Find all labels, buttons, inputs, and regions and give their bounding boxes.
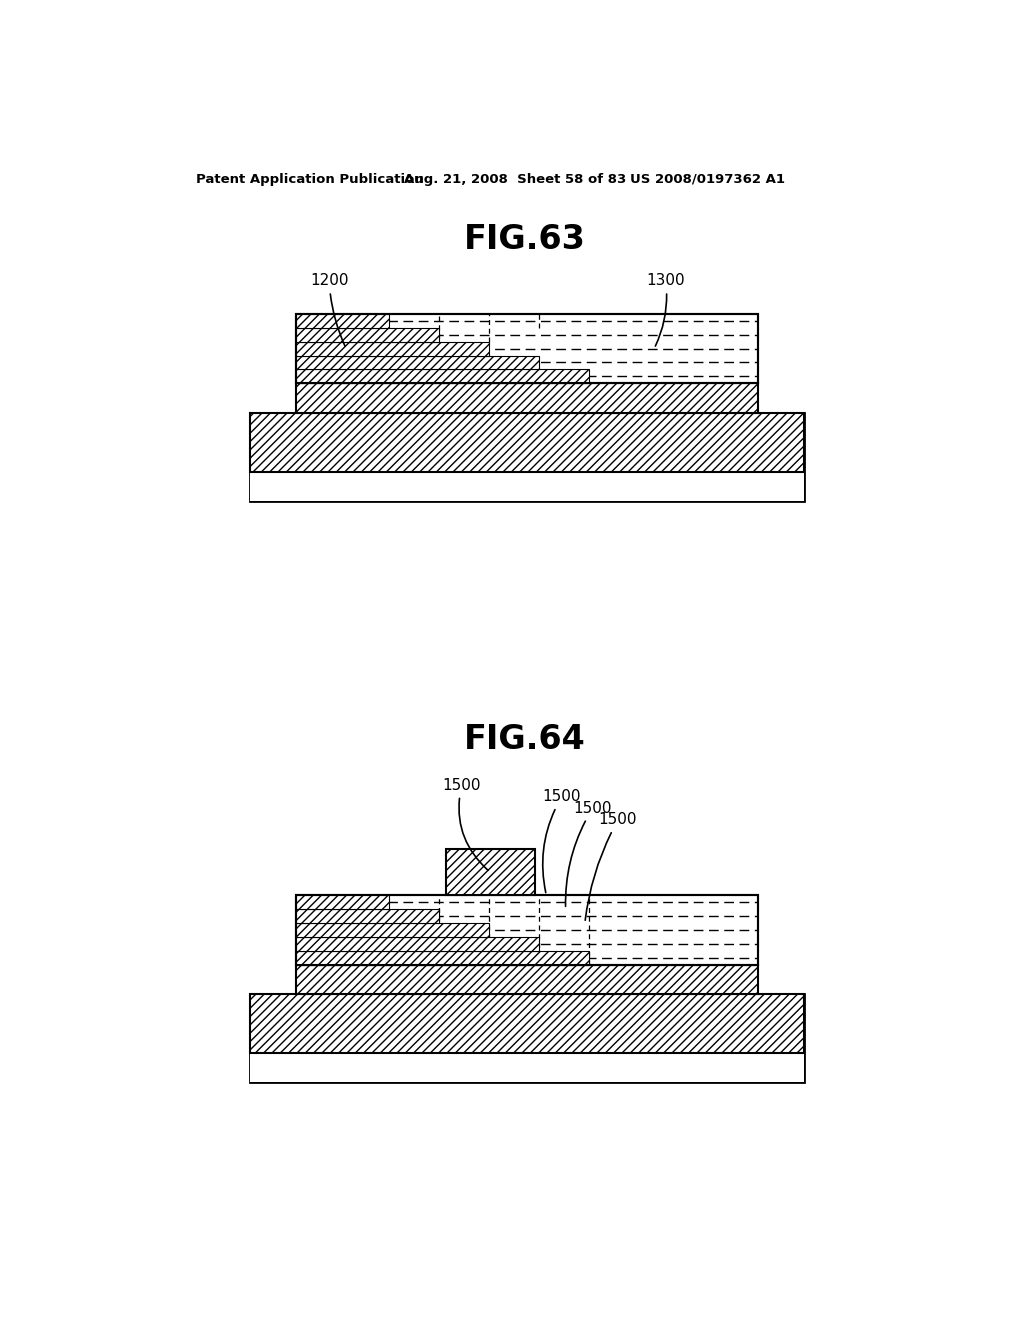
Text: 1500: 1500 (585, 812, 637, 920)
Text: FIG.63: FIG.63 (464, 223, 586, 256)
Text: 1500: 1500 (565, 801, 611, 907)
Bar (250, 1053, 804, 1082)
Bar (296, 355, 539, 370)
Text: 1500: 1500 (442, 777, 488, 870)
Bar (296, 327, 438, 342)
Bar (296, 895, 388, 909)
Bar (296, 342, 488, 355)
Bar (446, 849, 535, 895)
Bar (296, 895, 758, 965)
Text: FIG.64: FIG.64 (464, 723, 586, 756)
Bar (250, 413, 804, 502)
Bar (296, 965, 758, 994)
Bar (250, 994, 804, 1082)
Bar (296, 923, 488, 937)
Bar (296, 314, 758, 383)
Text: US 2008/0197362 A1: US 2008/0197362 A1 (630, 173, 784, 186)
Bar (296, 314, 388, 327)
Bar (296, 314, 758, 383)
Bar (296, 895, 758, 965)
Bar (296, 950, 589, 965)
Bar (250, 413, 804, 471)
Text: Patent Application Publication: Patent Application Publication (196, 173, 424, 186)
Text: 1500: 1500 (543, 789, 581, 892)
Text: 1300: 1300 (646, 273, 685, 346)
Bar (250, 471, 804, 502)
Text: Aug. 21, 2008  Sheet 58 of 83: Aug. 21, 2008 Sheet 58 of 83 (403, 173, 626, 186)
Bar (296, 383, 758, 412)
Bar (250, 994, 804, 1053)
Text: 1200: 1200 (310, 273, 348, 346)
Bar (296, 909, 438, 923)
Bar (296, 937, 539, 950)
Bar (296, 370, 589, 383)
